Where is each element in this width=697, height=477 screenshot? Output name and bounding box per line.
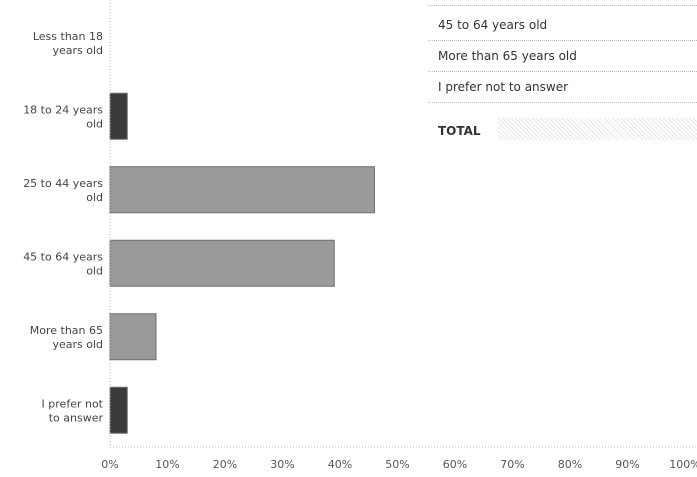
x-tick-label: 10%: [155, 458, 179, 471]
total-value-fill: [498, 118, 697, 140]
x-tick-label: 100%: [669, 458, 697, 471]
bar-3: [109, 239, 335, 287]
category-label: years old: [52, 44, 103, 57]
x-tick-label: 0%: [101, 458, 118, 471]
bar-5: [109, 386, 128, 434]
bar-1: [109, 92, 128, 140]
bar-2: [109, 166, 375, 214]
row-label: I prefer not to answer: [438, 80, 569, 94]
category-label: 25 to 44 years: [23, 177, 103, 190]
table-row: More than 65 years old: [428, 41, 697, 72]
category-label: old: [86, 264, 103, 277]
x-tick-label: 20%: [213, 458, 237, 471]
row-label: More than 65 years old: [438, 49, 577, 63]
category-label: I prefer not: [42, 397, 104, 410]
category-label: old: [86, 117, 103, 130]
category-label: Less than 18: [33, 30, 103, 43]
x-tick-label: 80%: [558, 458, 582, 471]
x-tick-label: 50%: [385, 458, 409, 471]
category-label: years old: [52, 338, 103, 351]
bar-4: [109, 313, 157, 361]
x-tick-label: 90%: [615, 458, 639, 471]
bars: [109, 92, 375, 434]
responses-table: 45 to 64 years old More than 65 years ol…: [428, 0, 697, 160]
table-top-border: [428, 5, 697, 6]
x-tick-label: 70%: [500, 458, 524, 471]
category-label: 18 to 24 years: [23, 103, 103, 116]
table-row: I prefer not to answer: [428, 72, 697, 103]
table-row: 45 to 64 years old: [428, 10, 697, 41]
category-label: old: [86, 191, 103, 204]
x-tick-label: 40%: [328, 458, 352, 471]
x-tick-labels: 0% 10% 20% 30% 40% 50% 60% 70% 80% 90% 100%: [101, 458, 697, 471]
category-label: More than 65: [30, 324, 103, 337]
category-label: to answer: [49, 411, 104, 424]
category-label: 45 to 64 years: [23, 250, 103, 263]
table-row-total: TOTAL: [428, 118, 697, 148]
x-tick-label: 60%: [443, 458, 467, 471]
x-tick-label: 30%: [270, 458, 294, 471]
total-label: TOTAL: [438, 124, 481, 138]
row-label: 45 to 64 years old: [438, 18, 548, 32]
